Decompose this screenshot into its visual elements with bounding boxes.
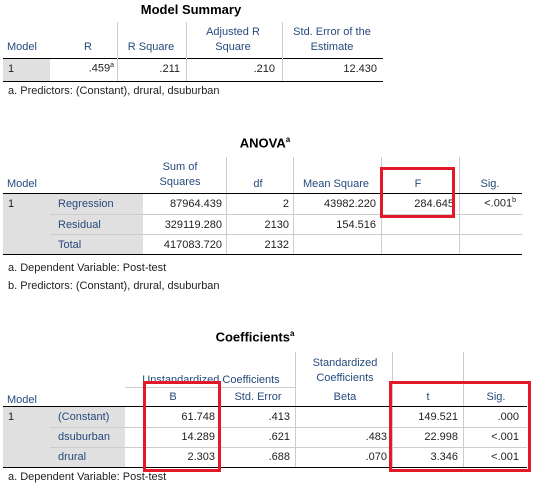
coef-cell-sig: <.001 [491, 431, 519, 443]
anova-cell-ss: 329119.280 [164, 219, 222, 231]
coef-note: a. Dependent Variable: Post-test [8, 471, 167, 483]
ms-cell-r-square: .211 [159, 63, 180, 75]
anova-cell-ms: 154.516 [336, 219, 376, 231]
f-column-highlight-box [380, 167, 455, 218]
coef-cell-b: 61.748 [181, 411, 215, 423]
coef-cell-beta: .483 [365, 431, 387, 443]
anova-cell-sig: <.001b [484, 197, 516, 210]
coef-header-std-line2: Coefficients [316, 372, 374, 384]
anova-header-model: Model [7, 178, 37, 190]
ms-row-model: 1 [8, 63, 15, 75]
b-column-highlight-box [143, 381, 221, 472]
anova-cell-ss: 417083.720 [163, 239, 222, 251]
anova-model-num: 1 [8, 198, 15, 210]
anova-title: ANOVAa [239, 135, 291, 151]
anova-cell-ms: 43982.220 [324, 198, 376, 210]
ms-cell-se-estimate: 12.430 [343, 63, 377, 75]
anova-row-label: Regression [58, 198, 114, 210]
anova-header-ms: Mean Square [302, 178, 370, 190]
ms-header-adj-line1: Adjusted R [206, 26, 260, 38]
coef-cell-sig: <.001 [491, 451, 519, 463]
model-summary-title: Model Summary [140, 2, 242, 17]
coefficients-title: Coefficientsa [215, 329, 295, 345]
ms-header-se-line1: Std. Error of the [293, 26, 371, 38]
anova-cell-df: 2130 [264, 219, 289, 231]
coef-cell-beta: .070 [365, 451, 387, 463]
ms-header-r-square: R Square [127, 41, 175, 53]
coef-cell-t: 149.521 [418, 411, 458, 423]
coef-row-label: dsuburban [58, 431, 110, 443]
ms-note: a. Predictors: (Constant), drural, dsubu… [8, 85, 220, 97]
coef-row-label: drural [58, 451, 87, 463]
anova-header-sig: Sig. [480, 178, 500, 190]
coef-header-std-line1: Standardized [312, 357, 378, 369]
anova-header-ss-line2: Squares [159, 176, 201, 188]
anova-header-ss-line1: Sum of [162, 161, 198, 173]
coef-cell-se: .688 [268, 451, 290, 463]
coef-cell-sig: .000 [497, 411, 519, 423]
coef-cell-t: 22.998 [424, 431, 458, 443]
coef-header-beta: Beta [333, 391, 357, 403]
coef-header-b: B [169, 391, 177, 403]
anova-cell-f: 284.645 [414, 198, 454, 210]
coef-header-model: Model [7, 394, 37, 406]
coef-header-sig: Sig. [486, 391, 506, 403]
anova-note-b: b. Predictors: (Constant), drural, dsubu… [8, 280, 220, 292]
anova-note-a: a. Dependent Variable: Post-test [8, 262, 167, 274]
coef-header-t: t [426, 391, 430, 403]
coef-cell-b: 14.289 [181, 431, 215, 443]
anova-row-label: Total [58, 239, 82, 251]
ms-header-r: R [84, 41, 92, 53]
ms-cell-adj-r-square: .210 [253, 63, 275, 75]
coef-row-label: (Constant) [58, 411, 110, 423]
anova-cell-ss: 87964.439 [170, 198, 222, 210]
coef-header-se: Std. Error [234, 391, 282, 403]
ms-header-model: Model [7, 41, 37, 53]
ms-header-se-line2: Estimate [310, 41, 354, 53]
anova-header-df: df [253, 178, 263, 190]
anova-header-f: F [414, 178, 422, 190]
ms-header-adj-line2: Square [215, 41, 251, 53]
anova-row-label: Residual [58, 219, 101, 231]
coef-model-num: 1 [8, 411, 15, 423]
t-sig-columns-highlight-box [389, 381, 531, 472]
coef-cell-se: .621 [268, 431, 290, 443]
anova-cell-df: 2132 [264, 239, 289, 251]
anova-cell-df: 2 [282, 198, 289, 210]
coef-cell-t: 3.346 [430, 451, 458, 463]
coef-cell-se: .413 [268, 411, 290, 423]
coef-cell-b: 2.303 [187, 451, 215, 463]
ms-cell-r: .459a [88, 62, 114, 75]
